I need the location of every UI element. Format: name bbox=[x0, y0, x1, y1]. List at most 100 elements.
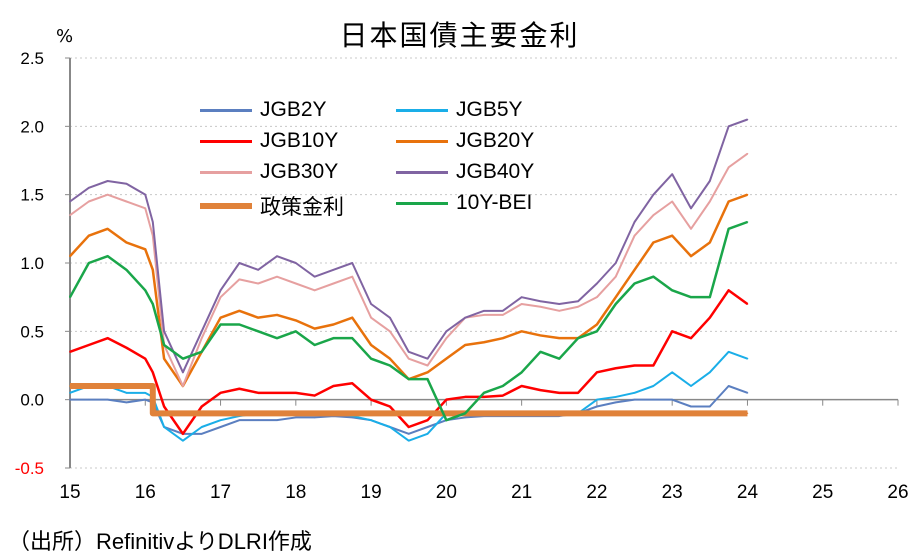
legend-swatch bbox=[396, 170, 448, 174]
data-point bbox=[596, 323, 598, 326]
data-point bbox=[464, 416, 466, 419]
data-point bbox=[351, 262, 354, 264]
data-point bbox=[106, 385, 109, 387]
data-point bbox=[709, 405, 711, 408]
data-point bbox=[144, 289, 147, 292]
data-point bbox=[690, 228, 692, 230]
data-point bbox=[614, 262, 617, 264]
legend-label: JGB10Y bbox=[260, 129, 339, 152]
data-point bbox=[709, 316, 711, 319]
data-point bbox=[125, 182, 128, 185]
series-line-JGB40Y bbox=[69, 118, 748, 374]
data-point bbox=[464, 344, 466, 346]
data-point bbox=[483, 310, 485, 312]
data-point bbox=[163, 405, 165, 408]
data-point bbox=[88, 385, 90, 387]
data-point bbox=[106, 180, 109, 182]
data-point bbox=[257, 412, 259, 415]
data-point bbox=[313, 416, 316, 419]
data-point bbox=[88, 200, 90, 203]
data-point bbox=[520, 296, 523, 298]
data-point bbox=[106, 228, 109, 230]
data-point bbox=[370, 357, 372, 360]
data-point bbox=[727, 351, 730, 353]
data-point bbox=[426, 378, 429, 380]
legend-label: 政策金利 bbox=[260, 196, 344, 219]
data-point bbox=[558, 412, 561, 415]
data-point bbox=[152, 221, 154, 223]
legend-item: JGB30Y bbox=[200, 160, 338, 184]
data-point bbox=[351, 316, 354, 319]
data-point bbox=[709, 200, 711, 203]
data-point bbox=[746, 357, 749, 360]
data-point bbox=[125, 401, 128, 404]
data-point bbox=[690, 337, 692, 339]
legend-item: JGB5Y bbox=[396, 98, 523, 122]
data-point bbox=[238, 278, 241, 281]
data-point bbox=[671, 289, 673, 292]
y-tick-label: 0.5 bbox=[20, 322, 44, 341]
data-point bbox=[690, 405, 692, 408]
data-point bbox=[727, 166, 730, 169]
data-point bbox=[596, 330, 598, 333]
data-point bbox=[502, 385, 504, 387]
data-point bbox=[152, 303, 154, 305]
data-point bbox=[596, 296, 598, 298]
data-point bbox=[238, 387, 241, 390]
data-point bbox=[257, 392, 259, 394]
data-point bbox=[152, 412, 154, 415]
data-point bbox=[520, 330, 523, 333]
data-point bbox=[407, 357, 410, 360]
data-point bbox=[163, 344, 165, 346]
x-tick-label: 19 bbox=[361, 482, 382, 503]
data-point bbox=[690, 412, 692, 415]
data-point bbox=[351, 337, 354, 339]
data-point bbox=[144, 248, 147, 251]
data-point bbox=[69, 351, 71, 353]
data-point bbox=[163, 412, 165, 415]
data-point bbox=[633, 398, 636, 401]
x-tick-label: 22 bbox=[586, 482, 607, 503]
data-point bbox=[652, 385, 655, 387]
data-point bbox=[445, 412, 448, 415]
data-point bbox=[690, 385, 692, 387]
series-line-JGB5Y bbox=[69, 350, 748, 442]
data-point bbox=[671, 371, 673, 374]
legend-label: JGB5Y bbox=[456, 98, 523, 121]
data-point bbox=[709, 180, 711, 182]
data-point bbox=[577, 337, 579, 339]
data-point bbox=[407, 426, 410, 428]
data-point bbox=[219, 392, 222, 394]
data-point bbox=[709, 371, 711, 374]
data-point bbox=[520, 412, 523, 415]
data-point bbox=[614, 303, 617, 305]
y-tick-label: 0.0 bbox=[20, 391, 44, 410]
legend-swatch bbox=[396, 201, 448, 205]
x-tick-label: 20 bbox=[436, 482, 457, 503]
legend-item: 10Y-BEI bbox=[396, 191, 532, 215]
data-point bbox=[295, 392, 297, 394]
data-point bbox=[69, 398, 71, 401]
data-point bbox=[182, 371, 184, 374]
data-point bbox=[539, 334, 542, 337]
data-point bbox=[671, 173, 673, 175]
data-point bbox=[445, 337, 448, 339]
data-point bbox=[313, 289, 316, 292]
data-point bbox=[182, 433, 184, 435]
series-line-10Y-BEI bbox=[68, 220, 748, 422]
data-point bbox=[276, 255, 278, 257]
x-tick-label: 17 bbox=[210, 482, 231, 503]
data-point bbox=[407, 378, 410, 380]
x-tick-label: 24 bbox=[737, 482, 759, 503]
data-point bbox=[200, 405, 203, 408]
data-point bbox=[389, 357, 391, 360]
data-point bbox=[407, 433, 410, 435]
data-point bbox=[464, 396, 466, 398]
x-tick-label: 16 bbox=[135, 482, 156, 503]
data-point bbox=[276, 419, 278, 421]
data-point bbox=[614, 367, 617, 370]
legend-swatch bbox=[396, 108, 448, 112]
y-axis-unit: % bbox=[56, 26, 74, 47]
y-tick-label: -0.5 bbox=[15, 459, 44, 478]
data-point bbox=[671, 234, 673, 237]
